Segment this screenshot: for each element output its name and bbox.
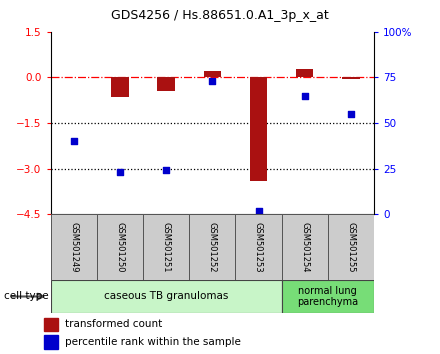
Text: GSM501249: GSM501249 [69, 222, 78, 272]
Bar [235, 214, 282, 280]
Text: GSM501254: GSM501254 [300, 222, 309, 272]
Text: transformed count: transformed count [65, 319, 162, 329]
Bar [250, 78, 267, 181]
Bar [189, 214, 235, 280]
Point [255, 208, 262, 213]
Text: percentile rank within the sample: percentile rank within the sample [65, 337, 241, 347]
Bar [342, 78, 359, 79]
Point [348, 111, 355, 117]
Text: cell type: cell type [4, 291, 49, 301]
Bar [143, 214, 189, 280]
Bar [296, 69, 313, 78]
Text: GDS4256 / Hs.88651.0.A1_3p_x_at: GDS4256 / Hs.88651.0.A1_3p_x_at [111, 9, 329, 22]
Bar [158, 78, 175, 91]
Text: GSM501253: GSM501253 [254, 222, 263, 272]
Text: normal lung
parenchyma: normal lung parenchyma [297, 286, 358, 307]
Point [70, 138, 77, 144]
Text: caseous TB granulomas: caseous TB granulomas [104, 291, 228, 302]
Bar [282, 214, 328, 280]
Point [163, 167, 170, 173]
Bar [282, 280, 374, 313]
Bar [51, 214, 97, 280]
Point [209, 78, 216, 84]
Bar [97, 214, 143, 280]
Text: GSM501252: GSM501252 [208, 222, 217, 272]
Bar [51, 280, 282, 313]
Text: GSM501250: GSM501250 [115, 222, 125, 272]
Bar [44, 318, 58, 331]
Bar [204, 71, 221, 78]
Bar [44, 335, 58, 349]
Point [116, 170, 123, 175]
Bar [65, 77, 82, 78]
Bar [111, 78, 128, 97]
Text: GSM501255: GSM501255 [346, 222, 356, 272]
Bar [328, 214, 374, 280]
Point [301, 93, 308, 98]
Text: GSM501251: GSM501251 [161, 222, 171, 272]
